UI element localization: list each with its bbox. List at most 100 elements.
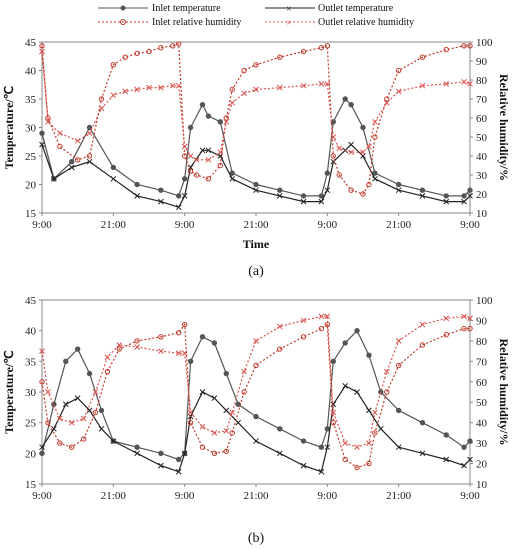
series-point [110, 175, 117, 182]
series-point [170, 43, 176, 49]
y-tick-label: 40 [25, 66, 37, 78]
series-point [467, 193, 473, 199]
series-point [187, 153, 194, 159]
series-point [62, 401, 69, 408]
series-point [467, 80, 473, 87]
series-point [86, 153, 93, 159]
series-line [41, 43, 470, 195]
series-point [443, 456, 450, 463]
series-point [211, 395, 218, 401]
y-tick-label: 25 [25, 151, 37, 163]
legend-item-outlet-temperature: × Outlet temperature [265, 3, 394, 15]
series-point [229, 175, 236, 182]
series-point [39, 48, 45, 55]
series-point [253, 362, 259, 369]
series-point [181, 153, 188, 159]
series-point [199, 102, 206, 108]
series-point [223, 115, 229, 121]
series-point [360, 149, 366, 156]
y2-tick-label: 10 [476, 208, 488, 220]
series-point [39, 450, 45, 457]
series-point [134, 450, 140, 457]
series-point [276, 193, 283, 199]
series-point [467, 43, 473, 49]
y2-tick-label: 50 [476, 397, 488, 409]
series-point [330, 134, 337, 140]
x-tick-label: 9:00 [32, 219, 52, 231]
series-point [461, 198, 467, 205]
legend-label: Outlet temperature [318, 3, 394, 14]
series-point [229, 170, 235, 176]
x-tick-label: 21:00 [386, 219, 412, 231]
series-point [199, 389, 206, 395]
series-point [461, 193, 467, 199]
series-point [324, 187, 331, 194]
x-tick-label: 9:00 [175, 219, 195, 231]
series-point [45, 419, 51, 426]
y2-tick-label: 50 [476, 132, 488, 144]
series-point [205, 156, 212, 163]
series-point [300, 193, 307, 199]
y-tick-label: 45 [25, 295, 37, 307]
y-axis-title: Temperature/℃ [2, 350, 16, 433]
series-point [324, 43, 331, 49]
series-point [384, 96, 390, 102]
series-point [205, 147, 212, 154]
series-point [395, 88, 402, 95]
series-point [134, 193, 140, 199]
series-point [443, 193, 449, 199]
series-point [276, 84, 283, 91]
series-point [110, 164, 117, 171]
series-point [86, 407, 93, 414]
chart-panel-a: 15 20 25 30 35 40 45 10 20 30 40 50 60 70 80 90 100 9:00 2… [2, 37, 511, 279]
series-point [181, 176, 188, 182]
series-point [395, 67, 402, 74]
series-point [277, 426, 283, 432]
series-point [348, 187, 354, 193]
series-line [41, 98, 471, 197]
series-point [146, 84, 152, 91]
series-point [74, 137, 81, 144]
series-point [300, 438, 307, 444]
y2-tick-label: 20 [476, 189, 488, 201]
series-point [146, 48, 152, 55]
series-point [360, 124, 366, 131]
x-tick-label: 9:00 [460, 490, 480, 502]
series-point [419, 193, 426, 199]
series-point [181, 450, 188, 457]
series-point [80, 415, 87, 422]
series-point [158, 462, 164, 469]
series-point [443, 198, 450, 205]
series-point [300, 82, 307, 89]
y-tick-label: 35 [25, 356, 37, 368]
series-line [41, 329, 471, 461]
y2-tick-label: 90 [476, 56, 488, 68]
series-point [158, 84, 164, 91]
series-point [57, 143, 63, 150]
series-point [56, 415, 63, 422]
series-point [241, 90, 247, 97]
series-point [277, 346, 283, 352]
series-point [467, 456, 473, 463]
series-point [253, 62, 259, 68]
series-point [187, 168, 194, 174]
series-point [395, 362, 402, 369]
series-point [384, 389, 390, 395]
series-point [377, 425, 384, 432]
series-point [461, 444, 467, 450]
y2-tick-label: 80 [476, 75, 488, 87]
y2-tick-label: 80 [476, 336, 488, 348]
legend-label: Outlet relative humidity [318, 17, 414, 28]
legend-label: Inlet relative humidity [152, 17, 241, 28]
y2-tick-label: 100 [476, 37, 493, 49]
series-point [354, 389, 360, 395]
series-point [383, 368, 390, 375]
y2-tick-label: 60 [476, 377, 488, 389]
series-point [443, 80, 450, 87]
x-axis-title: Time [243, 237, 270, 251]
series-point [134, 338, 140, 344]
series-point [348, 102, 354, 108]
series-point [211, 340, 218, 346]
series-point [253, 181, 259, 188]
